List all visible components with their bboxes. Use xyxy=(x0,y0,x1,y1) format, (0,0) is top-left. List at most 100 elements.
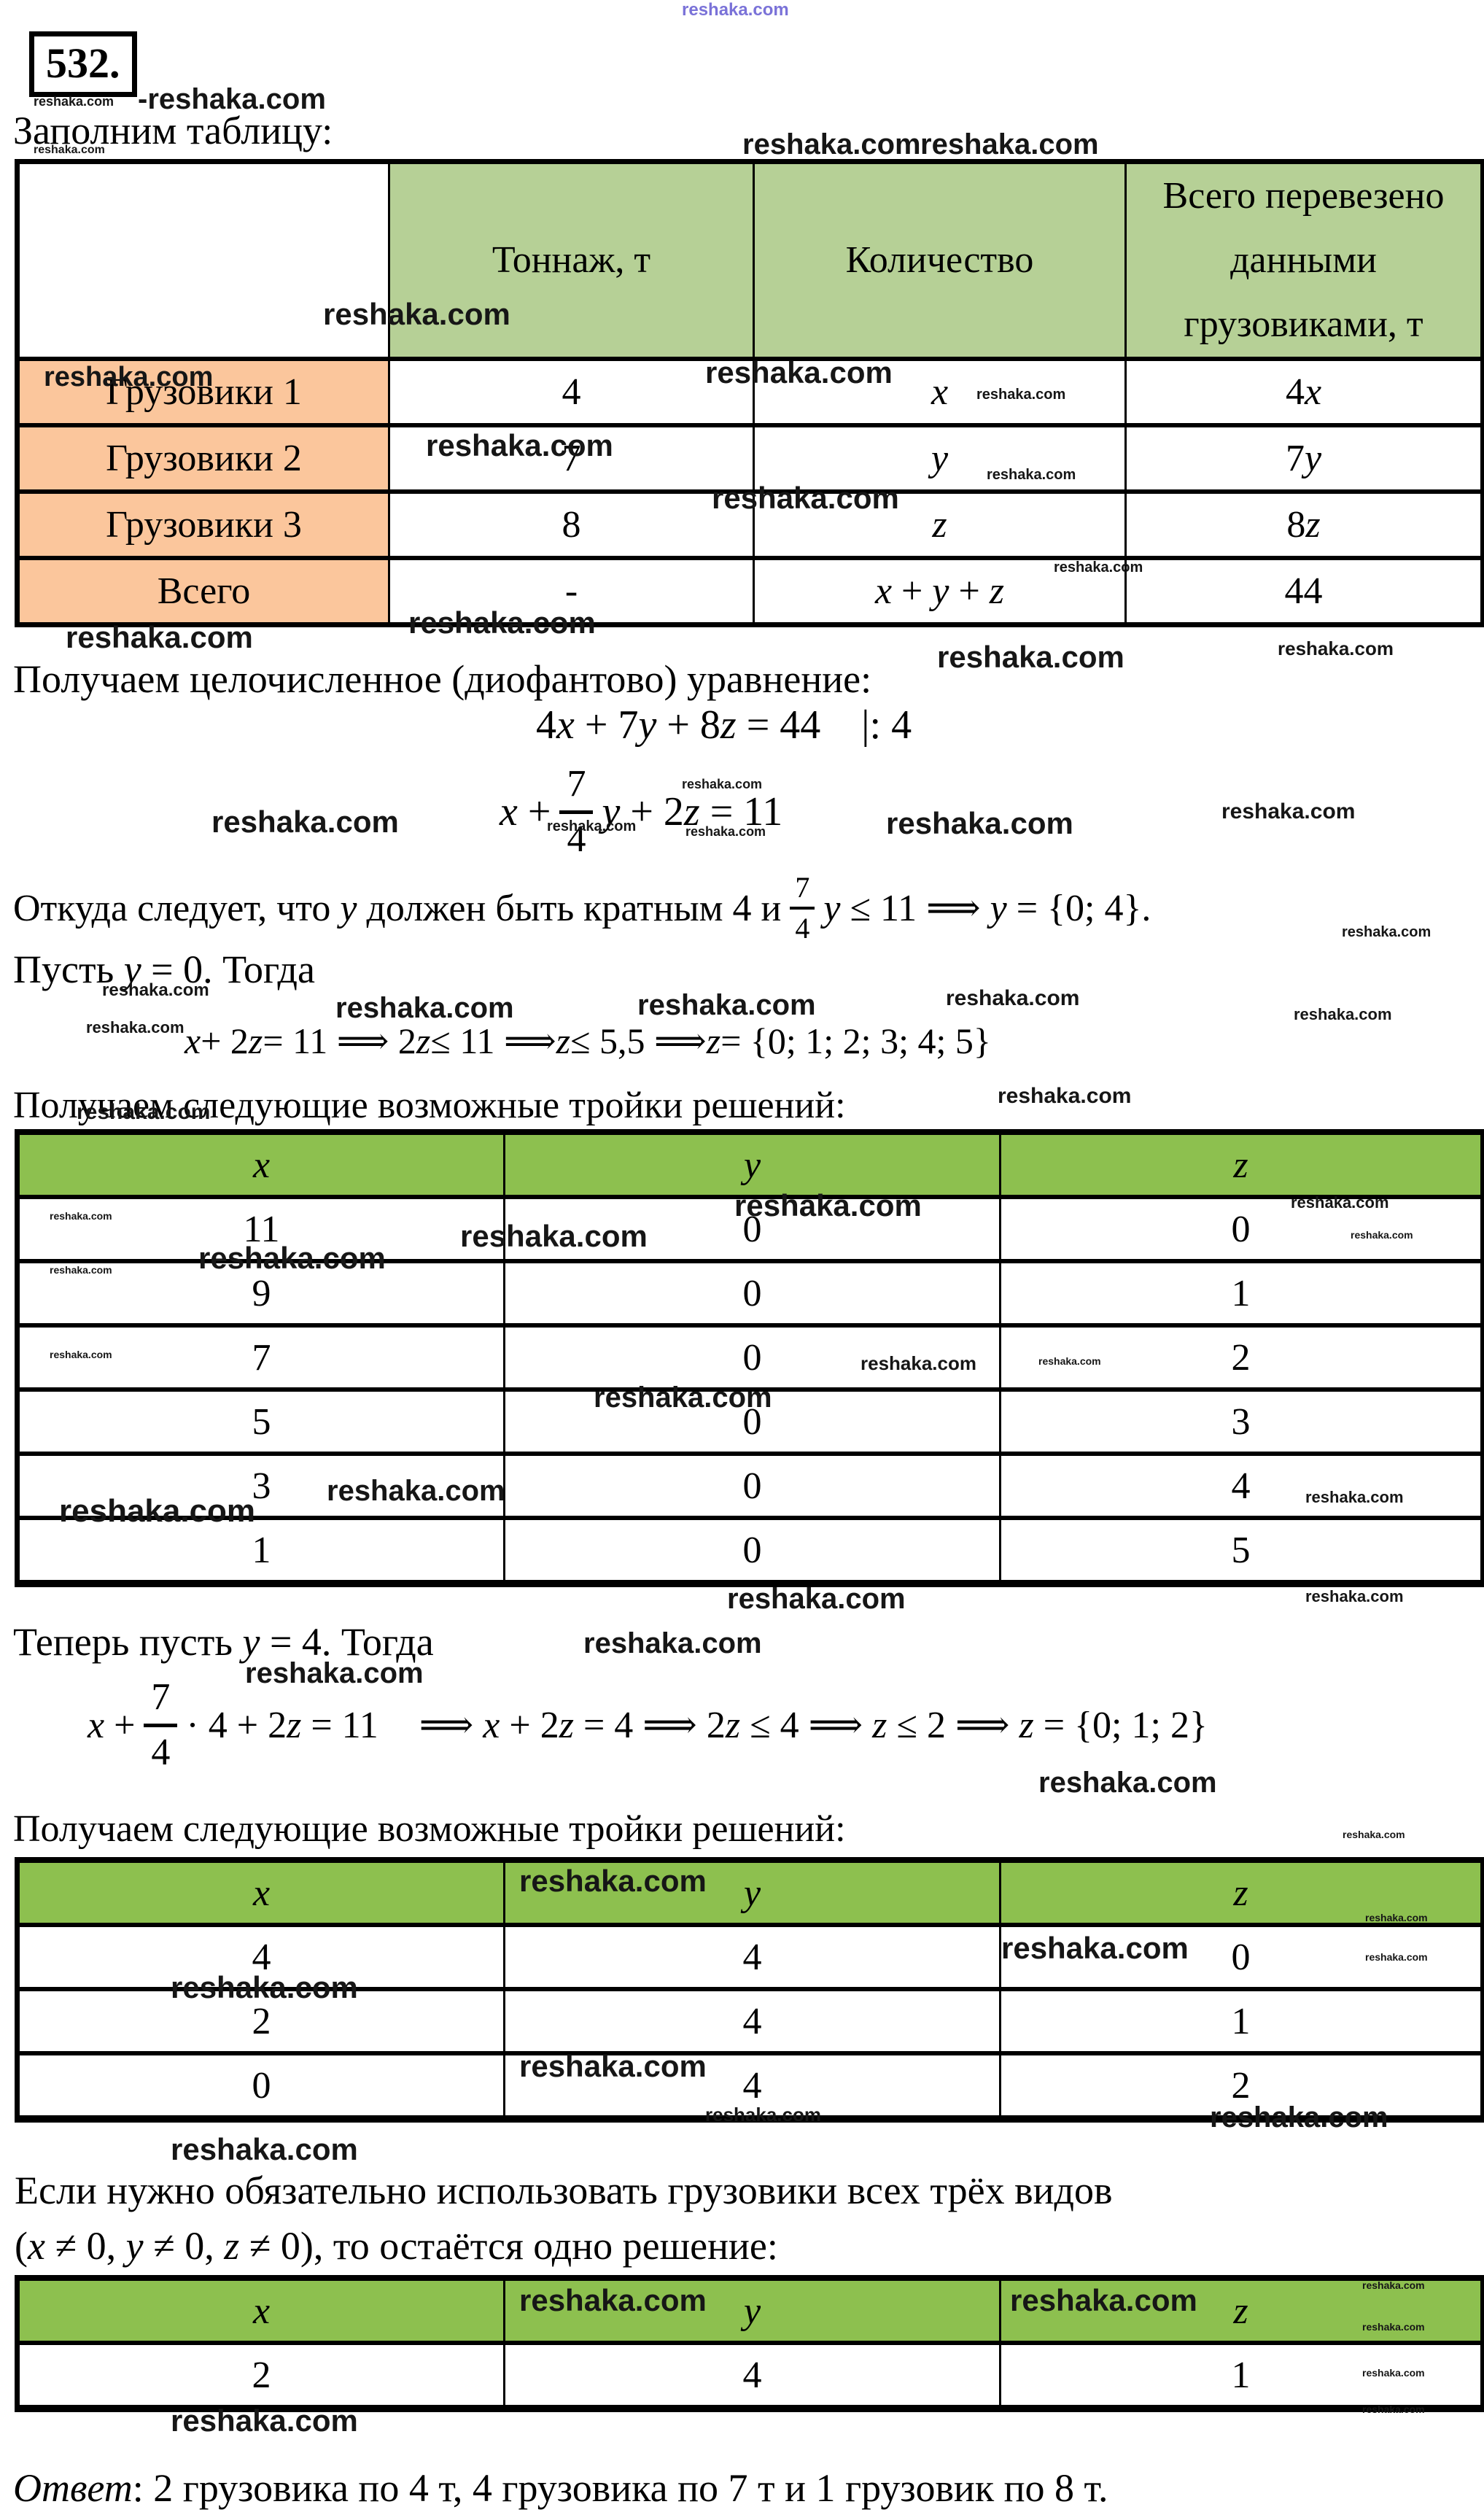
y-value: 0 xyxy=(503,1387,1001,1456)
y-value: 4 xyxy=(503,2341,1001,2411)
watermark: reshaka.com xyxy=(987,467,1076,483)
z-value: 2 xyxy=(999,2051,1484,2121)
watermark: reshaka.com xyxy=(547,818,637,834)
z-value: 0 xyxy=(999,1923,1484,1991)
watermark: reshaka.com xyxy=(886,806,1073,840)
col-header-x: x xyxy=(16,1130,505,1199)
watermark: reshaka.com xyxy=(705,355,893,390)
table-row: 9 0 1 xyxy=(16,1259,1484,1328)
count-cell: z xyxy=(753,489,1127,560)
fraction-numerator: 7 xyxy=(795,871,810,904)
watermark: reshaka.com xyxy=(519,2283,707,2317)
watermark: reshaka.com xyxy=(34,94,114,109)
y-value: 4 xyxy=(503,2051,1001,2121)
fraction-bar xyxy=(144,1723,178,1727)
watermark: reshaka.com xyxy=(171,1970,358,2004)
condition-line-1: Если нужно обязательно использовать груз… xyxy=(15,2169,1113,2212)
x-value: 5 xyxy=(16,1387,505,1456)
fraction-bar xyxy=(559,810,594,814)
answer-label: Ответ xyxy=(13,2466,133,2510)
watermark: reshaka.com xyxy=(323,297,510,331)
x-value: 9 xyxy=(16,1259,505,1328)
watermark: reshaka.com xyxy=(1362,2367,1425,2379)
tonnage-cell: - xyxy=(388,556,755,627)
equation-2-suffix: y + 2z = 11 xyxy=(602,789,783,835)
problem-number: 532. xyxy=(29,31,137,97)
table-row: Грузовики 2 7 y 7y xyxy=(16,423,1484,494)
watermark: reshaka.com xyxy=(937,640,1124,674)
watermark: reshaka.com xyxy=(1365,1912,1428,1923)
watermark: reshaka.com xyxy=(34,144,105,156)
table-row: 7 0 2 xyxy=(16,1323,1484,1392)
watermark: reshaka.com xyxy=(50,1210,112,1222)
watermark: reshaka.com xyxy=(1010,2283,1197,2317)
total-cell: 7y xyxy=(1124,423,1484,494)
watermark: reshaka.com xyxy=(426,428,613,462)
fraction-7-4: 7 4 xyxy=(559,764,594,859)
y-value: 0 xyxy=(503,1195,1001,1263)
table-row: 1 0 5 xyxy=(16,1516,1484,1586)
watermark: reshaka.com xyxy=(77,1100,211,1124)
x-value: 7 xyxy=(16,1323,505,1392)
watermark: reshaka.com xyxy=(1362,2321,1425,2333)
watermark: reshaka.com xyxy=(50,1264,112,1276)
count-cell: x + y + z xyxy=(753,556,1127,627)
x-value: 4 xyxy=(16,1923,505,1991)
x-value: 1 xyxy=(16,1516,505,1586)
equation-2: x + 7 4 y + 2z = 11 xyxy=(500,764,782,859)
fraction-bar xyxy=(790,907,815,910)
z-value: 1 xyxy=(999,2341,1484,2411)
watermark: reshaka.com xyxy=(171,2403,358,2438)
table-row: 2 4 1 xyxy=(16,1987,1484,2055)
watermark: reshaka.com xyxy=(1278,638,1394,659)
total-cell: 8z xyxy=(1124,489,1484,560)
x-value: 2 xyxy=(16,1987,505,2055)
watermark: reshaka.com xyxy=(998,1084,1132,1108)
watermark: reshaka.com xyxy=(1054,559,1143,576)
watermark: reshaka.com xyxy=(327,1475,505,1507)
tonnage-cell: 4 xyxy=(388,357,755,427)
watermark: reshaka.com xyxy=(171,2132,358,2166)
watermark: reshaka.com xyxy=(1305,1587,1404,1605)
table-row: 2 4 1 xyxy=(16,2341,1484,2411)
triples-text-2: Получаем следующие возможные тройки реше… xyxy=(13,1808,846,1850)
watermark: reshaka.com xyxy=(50,1349,112,1360)
col-header-z: z xyxy=(999,1858,1484,1927)
fill-table-header-tonnage: Тоннаж, т xyxy=(388,159,755,361)
triples-text-1: Получаем следующие возможные тройки реше… xyxy=(13,1085,846,1126)
watermark: reshaka.com xyxy=(1362,2279,1425,2291)
watermark: reshaka.com xyxy=(460,1219,648,1253)
total-cell: 4x xyxy=(1124,357,1484,427)
z-value: 5 xyxy=(999,1516,1484,1586)
watermark: reshaka.com xyxy=(637,989,816,1021)
watermark: reshaka.com xyxy=(920,128,1099,160)
col-header-x: x xyxy=(16,1858,505,1927)
col-header-y: y xyxy=(503,1858,1001,1927)
fill-table-corner-cell xyxy=(16,159,390,361)
watermark: reshaka.com xyxy=(861,1352,976,1374)
count-cell: x xyxy=(753,357,1127,427)
intro-text: Заполним таблицу: xyxy=(13,109,333,152)
watermark: reshaka.com xyxy=(1221,799,1356,824)
col-header-y: y xyxy=(503,1130,1001,1199)
x-value: 11 xyxy=(16,1195,505,1263)
watermark: reshaka.com xyxy=(1291,1193,1389,1212)
watermark: reshaka.com xyxy=(44,362,214,392)
watermark: reshaka.com xyxy=(1210,2101,1388,2134)
deduction-prefix: Откуда следует, что y должен быть кратны… xyxy=(13,887,782,929)
fraction-denominator: 4 xyxy=(151,1731,171,1773)
watermark: reshaka.com xyxy=(519,1864,707,1898)
lead-equation-text: Получаем целочисленное (диофантово) урав… xyxy=(13,657,872,701)
row-label: Грузовики 1 xyxy=(16,357,390,427)
watermark: reshaka.com xyxy=(102,980,209,1000)
watermark: reshaka.com xyxy=(335,992,514,1024)
tonnage-cell: 7 xyxy=(388,423,755,494)
watermark: reshaka.com xyxy=(519,2049,707,2083)
watermark: reshaka.com xyxy=(86,1018,184,1036)
table-row: Всего - x + y + z 44 xyxy=(16,556,1484,627)
watermark: reshaka.com xyxy=(1001,1931,1189,1965)
col-header-y: y xyxy=(503,2276,1001,2345)
z-value: 1 xyxy=(999,1259,1484,1328)
table-row: Грузовики 1 4 x 4x xyxy=(16,357,1484,427)
watermark: reshaka.com xyxy=(946,986,1080,1010)
